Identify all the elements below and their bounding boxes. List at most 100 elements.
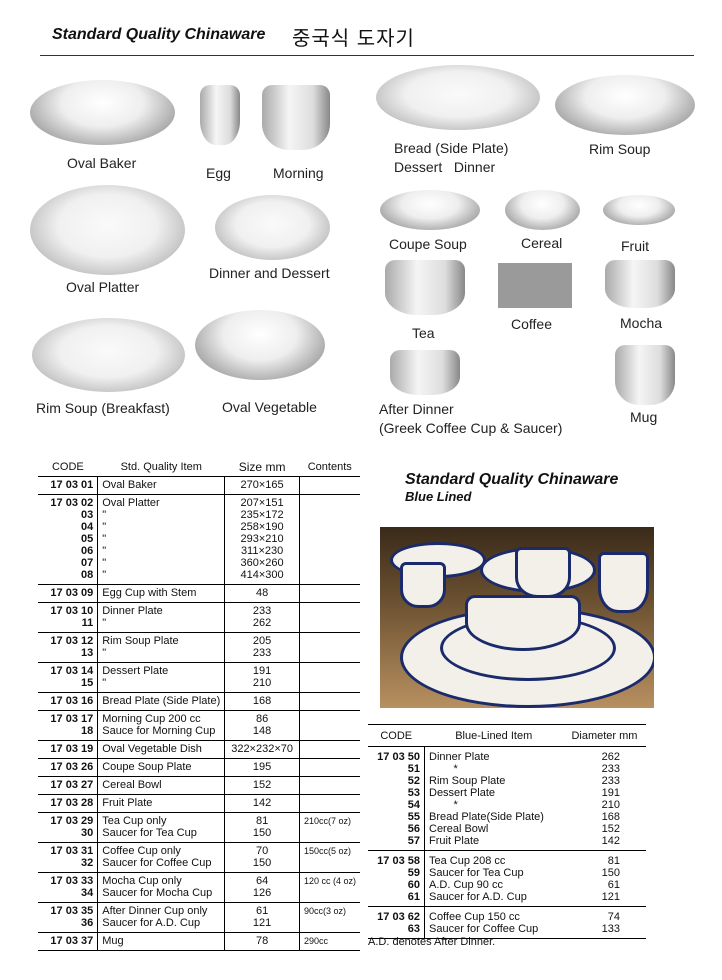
contents-cell — [299, 476, 360, 495]
title-divider — [40, 55, 694, 56]
product-image — [505, 190, 580, 230]
item-cell: Rim Soup Plate " — [97, 632, 226, 663]
size-cell: 191 210 — [224, 662, 300, 693]
product-image — [385, 260, 465, 315]
blue-lined-photo — [380, 527, 654, 708]
table-row: 17 03 09 Egg Cup with Stem 48 — [38, 584, 360, 603]
product-label: Mocha — [620, 315, 663, 331]
item-cell: Dessert Plate " — [97, 662, 226, 693]
contents-cell — [299, 758, 360, 777]
code-cell: 17 03 27 — [38, 776, 99, 795]
table-row: 17 03 33 34 Mocha Cup only Saucer for Moc… — [38, 872, 360, 903]
item-cell: Dinner Plate * Rim Soup Plate Dessert Pl… — [424, 746, 563, 851]
table-row: 17 03 14 15 Dessert Plate " 191 210 — [38, 662, 360, 693]
product-image — [605, 260, 675, 308]
table-row: 17 03 19 Oval Vegetable Dish 322×232×70 — [38, 740, 360, 759]
table-row: 17 03 02 03 04 05 06 07 08 Oval Platter "… — [38, 494, 360, 585]
item-cell: Oval Platter " " " " " " — [97, 494, 226, 585]
table-row: 17 03 16 Bread Plate (Side Plate) 168 — [38, 692, 360, 711]
item-cell: Tea Cup 208 cc Saucer for Tea Cup A.D. C… — [424, 850, 563, 907]
product-label: (Greek Coffee Cup & Saucer) — [379, 420, 563, 436]
col-contents: Contents — [299, 458, 360, 477]
contents-cell — [299, 776, 360, 795]
product-label: Oval Vegetable — [222, 399, 317, 415]
size-cell: 70 150 — [224, 842, 300, 873]
product-image — [200, 85, 240, 145]
product-image — [555, 75, 695, 135]
contents-cell — [299, 740, 360, 759]
code-cell: 17 03 31 32 — [38, 842, 99, 873]
item-cell: Oval Vegetable Dish — [97, 740, 226, 759]
table-row: 17 03 37 Mug 78 290cc — [38, 932, 360, 951]
product-label: Egg — [206, 165, 231, 181]
product-label: Dessert Dinner — [394, 159, 496, 175]
product-label: Cereal — [521, 235, 563, 251]
product-image — [380, 190, 480, 230]
contents-cell — [299, 662, 360, 693]
item-cell: Egg Cup with Stem — [97, 584, 226, 603]
code-cell: 17 03 14 15 — [38, 662, 99, 693]
diameter-cell: 81 150 61 121 — [562, 850, 646, 907]
item-cell: Tea Cup only Saucer for Tea Cup — [97, 812, 226, 843]
table-row: 17 03 58 59 60 61 Tea Cup 208 cc Saucer f… — [368, 850, 646, 907]
item-cell: Oval Baker — [97, 476, 226, 495]
product-label: Bread (Side Plate) — [394, 140, 509, 156]
size-cell: 78 — [224, 932, 300, 951]
table-row: 17 03 28 Fruit Plate 142 — [38, 794, 360, 813]
table-row: 17 03 50 51 52 53 54 55 56 57 Dinner Plat… — [368, 746, 646, 851]
item-cell: Coffee Cup only Saucer for Coffee Cup — [97, 842, 226, 873]
photo-mug — [598, 552, 649, 613]
code-cell: 17 03 50 51 52 53 54 55 56 57 — [368, 746, 425, 851]
item-cell: Coffee Cup 150 cc Saucer for Coffee Cup — [424, 906, 563, 939]
code-cell: 17 03 29 30 — [38, 812, 99, 843]
contents-cell: 90cc(3 oz) — [299, 902, 360, 933]
blue-lined-table: CODE Blue-Lined Item Diameter mm 17 03 5… — [368, 724, 646, 939]
contents-cell — [299, 710, 360, 741]
item-cell: Coupe Soup Plate — [97, 758, 226, 777]
item-cell: Mocha Cup only Saucer for Mocha Cup — [97, 872, 226, 903]
size-cell: 233 262 — [224, 602, 300, 633]
product-image — [603, 195, 675, 225]
code-cell: 17 03 17 18 — [38, 710, 99, 741]
product-image — [195, 310, 325, 380]
contents-cell: 150cc(5 oz) — [299, 842, 360, 873]
item-cell: Cereal Bowl — [97, 776, 226, 795]
product-image — [262, 85, 330, 150]
code-cell: 17 03 33 34 — [38, 872, 99, 903]
std-quality-table: CODE Std. Quality Item Size mm Contents … — [38, 458, 360, 951]
blue-lined-title: Standard Quality Chinaware — [405, 471, 619, 488]
product-label: Tea — [412, 325, 435, 341]
product-image — [30, 80, 175, 145]
size-cell: 142 — [224, 794, 300, 813]
item-cell: After Dinner Cup only Saucer for A.D. Cu… — [97, 902, 226, 933]
page-title-korean: 중국식 도자기 — [292, 28, 415, 50]
product-label: Oval Platter — [66, 279, 140, 295]
size-cell: 64 126 — [224, 872, 300, 903]
diameter-cell: 74 133 — [562, 906, 646, 939]
photo-cup — [515, 547, 571, 598]
product-image — [30, 185, 185, 275]
col-code: CODE — [368, 724, 425, 747]
contents-cell — [299, 794, 360, 813]
table-row: 17 03 01 Oval Baker 270×165 — [38, 476, 360, 495]
col-item: Std. Quality Item — [97, 458, 225, 477]
product-image — [215, 195, 330, 260]
item-cell: Mug — [97, 932, 226, 951]
code-cell: 17 03 35 36 — [38, 902, 99, 933]
product-label: Morning — [273, 165, 324, 181]
product-label: Rim Soup (Breakfast) — [36, 400, 170, 416]
page-title: Standard Quality Chinaware — [52, 26, 266, 43]
product-image — [376, 65, 540, 130]
table-row: 17 03 27 Cereal Bowl 152 — [38, 776, 360, 795]
product-label: Rim Soup — [589, 141, 651, 157]
photo-cup — [400, 562, 446, 608]
contents-cell: 290cc — [299, 932, 360, 951]
contents-cell: 210cc(7 oz) — [299, 812, 360, 843]
code-cell: 17 03 62 63 — [368, 906, 425, 939]
size-cell: 195 — [224, 758, 300, 777]
col-size: Size mm — [224, 458, 300, 477]
contents-cell — [299, 584, 360, 603]
col-code: CODE — [38, 458, 98, 477]
size-cell: 48 — [224, 584, 300, 603]
